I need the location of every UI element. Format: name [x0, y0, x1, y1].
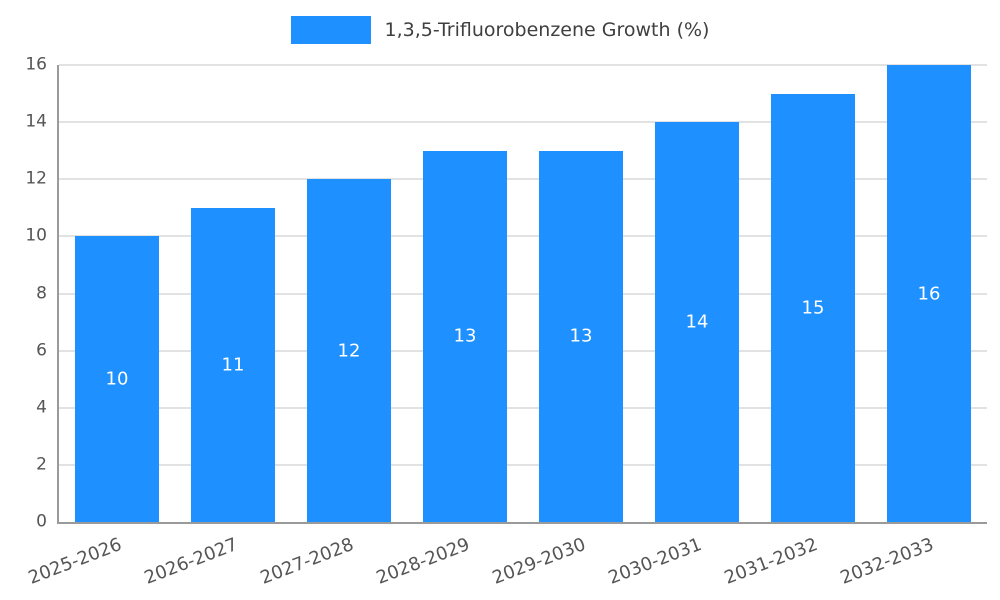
gridline [59, 64, 987, 66]
bar: 14 [655, 122, 739, 522]
bar: 13 [539, 150, 623, 522]
y-tick-label: 10 [25, 225, 47, 246]
bar: 12 [307, 179, 391, 522]
y-tick-label: 2 [36, 454, 47, 475]
x-tick-label: 2027-2028 [257, 534, 357, 589]
y-tick-label: 4 [36, 397, 47, 418]
bar-cell: 16 2032-2033 [837, 65, 987, 589]
bar: 13 [423, 150, 507, 522]
y-tick-label: 8 [36, 283, 47, 303]
bar-cell: 13 2029-2030 [489, 65, 639, 589]
x-tick-label: 2030-2031 [605, 534, 705, 589]
bar-cell: 10 2025-2026 [25, 65, 175, 589]
bar-value-label: 13 [453, 325, 477, 347]
bar-value-label: 13 [569, 325, 593, 347]
gridline [59, 235, 987, 238]
x-tick-label: 2029-2030 [489, 534, 589, 589]
y-tick-label: 0 [36, 511, 47, 532]
y-tick-label: 6 [36, 340, 47, 361]
bar-value-label: 11 [221, 354, 245, 376]
gridline [59, 349, 987, 352]
bar-cell: 14 2030-2031 [605, 65, 755, 589]
bars-row: 10 2025-2026 11 2026-2027 12 2027-2028 13 2028-… [25, 65, 987, 589]
x-tick-label: 2028-2029 [373, 534, 473, 589]
bar-cell: 11 2026-2027 [141, 65, 291, 589]
bar-cell: 13 2028-2029 [373, 65, 523, 589]
bar-value-label: 12 [337, 340, 361, 362]
x-tick-label: 2026-2027 [141, 534, 241, 589]
gridline [59, 178, 987, 181]
bar: 10 [75, 236, 159, 522]
y-tick-label: 16 [25, 54, 47, 75]
bar: 16 [887, 65, 971, 522]
gridline [59, 406, 987, 409]
bar: 15 [771, 93, 855, 522]
bar-cell: 12 2027-2028 [257, 65, 407, 589]
bar-value-label: 10 [105, 368, 129, 390]
legend-swatch [290, 16, 371, 44]
bar-cell: 15 2031-2032 [721, 65, 871, 589]
bar-value-label: 15 [801, 297, 825, 319]
legend: 1,3,5-Trifluorobenzene Growth (%) [0, 16, 1000, 44]
x-tick-label: 2025-2026 [25, 534, 125, 589]
y-tick-label: 12 [25, 168, 47, 189]
legend-label: 1,3,5-Trifluorobenzene Growth (%) [384, 19, 710, 41]
y-tick-label: 14 [25, 111, 47, 132]
gridline [59, 121, 987, 124]
x-tick-label: 2032-2033 [837, 534, 937, 589]
gridline [59, 292, 987, 295]
bar-value-label: 16 [917, 283, 941, 304]
x-tick-label: 2031-2032 [721, 534, 821, 589]
bar: 11 [191, 207, 275, 522]
plot-area: 0 2 4 6 8 10 12 14 16 10 2025-2026 11 2026-2027 12 202… [25, 56, 987, 589]
gridline [59, 463, 987, 466]
bar-value-label: 14 [685, 311, 709, 333]
